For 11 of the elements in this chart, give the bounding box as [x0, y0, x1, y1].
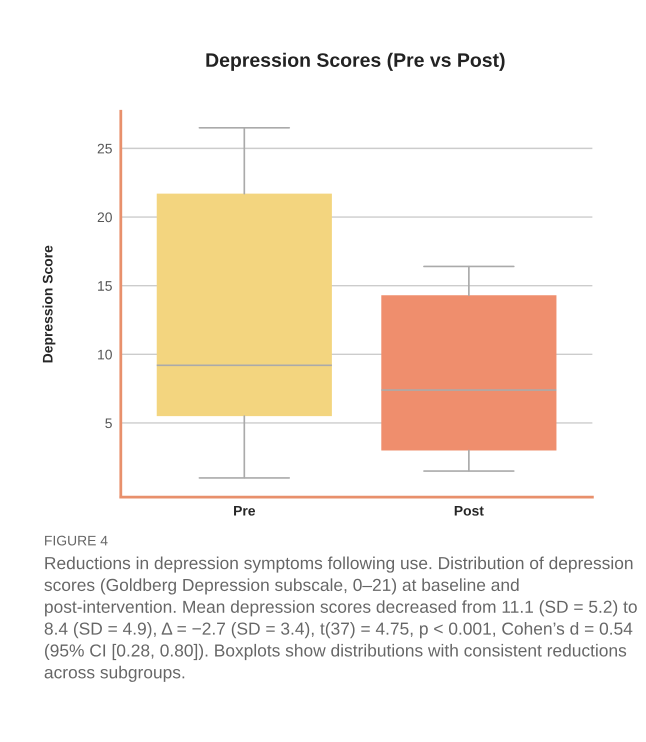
y-tick-label: 20	[98, 212, 112, 222]
caption: FIGURE 4	[45, 536, 108, 546]
y-tick-label: 25	[98, 144, 112, 154]
y-tick-label: 10	[98, 350, 112, 360]
text: Reductions in depression symptoms following use. Distribution of depression scores (Goldberg Depression subscale, 0–21) at baseline and post-intervention. Mean depression scores decreased from 11.1 (SD = 5.2) to 8.4 (SD = 4.9), Δ = −2.7 (SD = 3.4), t(37) = 4.75, p < 0.001, Cohen’s d = 0.54 (95% CI [0.28, 0.80]). Boxplots show distributions with consistent reductions across subgroups.	[44, 556, 637, 682]
y-axis-title: Depression Score	[42, 246, 56, 362]
y-tick-label: 15	[98, 281, 112, 291]
x-tick-label: Pre	[234, 506, 256, 516]
x-tick-label: Post	[454, 506, 484, 516]
y-tick-label: 5	[105, 418, 112, 428]
chart-title: Depression Scores (Pre vs Post)	[206, 52, 505, 71]
